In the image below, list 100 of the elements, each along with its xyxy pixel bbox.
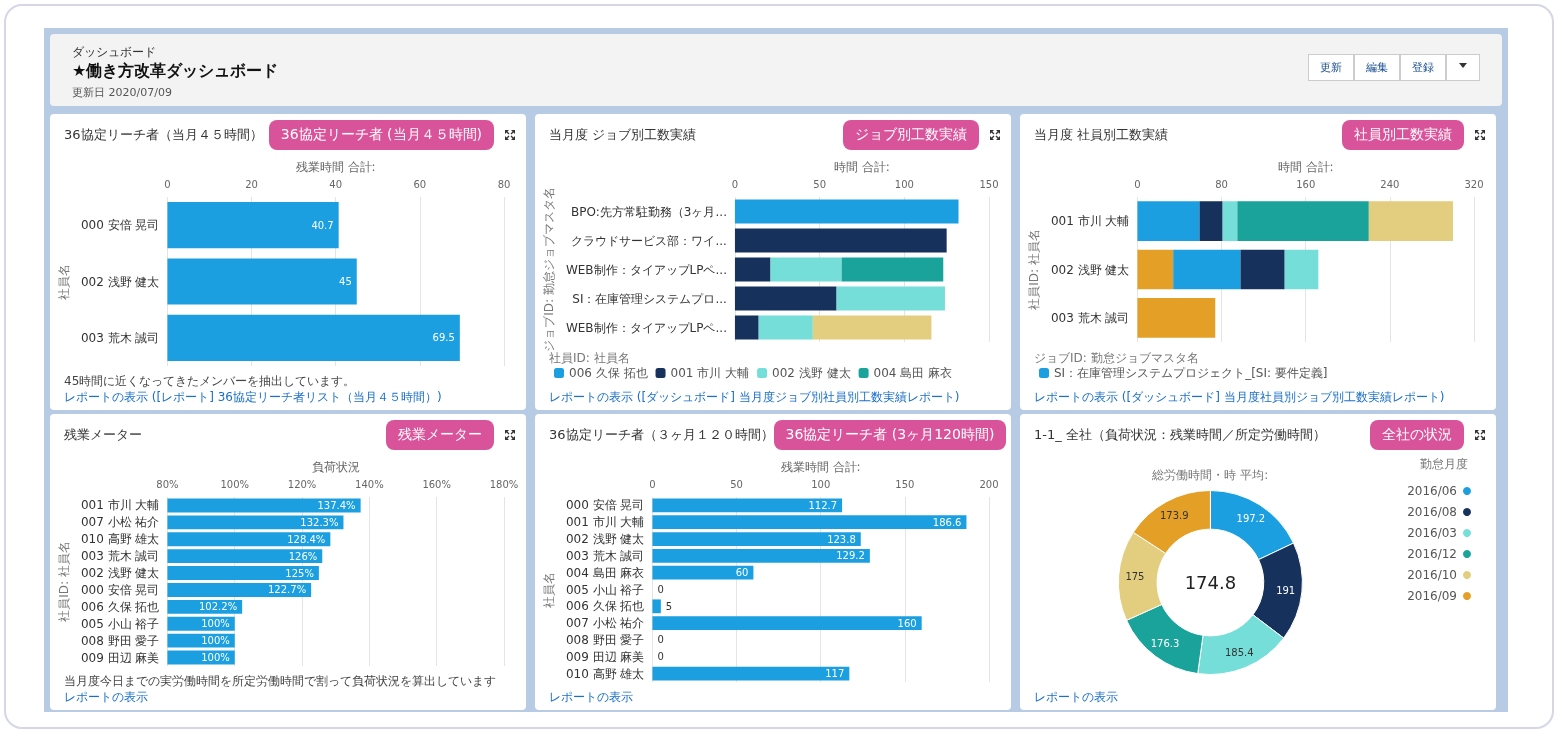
y-tick-label: SI：在庫管理システムプロ... xyxy=(572,291,727,306)
data-label: 0 xyxy=(657,584,664,595)
bar xyxy=(652,548,870,563)
y-tick-label: 001 市川 大輔 xyxy=(80,498,160,513)
data-label: 100% xyxy=(201,652,230,664)
y-tick-label: 010 高野 雄太 xyxy=(565,666,645,681)
bar xyxy=(652,532,861,546)
data-label: 128.4% xyxy=(287,533,326,545)
bar xyxy=(1199,201,1223,241)
x-tick-label: 20 xyxy=(245,178,258,190)
bar xyxy=(652,599,661,614)
text: 残業メーター xyxy=(386,420,494,450)
text: ダッシュボード xyxy=(72,44,156,61)
legend-label: 2016/08 xyxy=(1407,505,1457,519)
y-tick-label: 007 小松 祐介 xyxy=(80,515,160,530)
data-label: 126% xyxy=(288,550,318,562)
y-axis-title: 社員名 xyxy=(57,263,71,300)
bar xyxy=(734,199,959,224)
data-label: 112.7 xyxy=(808,499,838,511)
data-label: 125% xyxy=(285,567,314,579)
legend-label: 2016/06 xyxy=(1407,484,1457,498)
x-tick-label: 240 xyxy=(1380,178,1400,190)
data-label: 137.4% xyxy=(317,499,356,511)
data-label: 0 xyxy=(657,651,664,663)
bar xyxy=(652,515,967,530)
bar xyxy=(1137,298,1216,338)
data-label: 160 xyxy=(897,617,917,629)
data-label: 60 xyxy=(735,567,749,579)
data-label: 5 xyxy=(665,600,673,612)
bar xyxy=(1240,249,1285,290)
legend-label: 2016/10 xyxy=(1407,568,1457,582)
y-tick-label: 010 高野 雄太 xyxy=(80,532,160,547)
bar xyxy=(167,202,339,249)
y-tick-label: 000 安倍 晃司 xyxy=(80,218,160,233)
x-tick-label: 120% xyxy=(287,478,317,490)
data-label: 69.5 xyxy=(432,332,455,344)
x-tick-label: 80 xyxy=(497,178,511,190)
y-tick-label: 000 安倍 晃司 xyxy=(565,498,645,513)
legend-label: 2016/12 xyxy=(1407,547,1457,561)
legend-title: 勤怠月度 xyxy=(1420,457,1468,471)
y-axis-title: ジョブID: 勤怠ジョブマスタ名 xyxy=(542,187,556,352)
x-tick-label: 150 xyxy=(895,478,915,490)
legend-label: SI：在庫管理システムプロジェクト_[SI: 要件定義] xyxy=(1054,366,1328,380)
y-tick-label: 002 浅野 健太 xyxy=(80,566,160,581)
bar xyxy=(734,257,771,282)
text: 当月度 ジョブ別工数実績 xyxy=(549,126,697,144)
data-label: 186.6 xyxy=(932,516,962,528)
y-tick-label: 008 野田 愛子 xyxy=(565,632,645,647)
legend-label: 001 市川 大輔 xyxy=(670,366,750,380)
legend-label: 2016/09 xyxy=(1407,589,1457,603)
legend-label: 004 島田 麻衣 xyxy=(873,366,953,380)
text: ジョブ別工数実績 xyxy=(843,120,979,150)
chart-subtitle: 総労働時間・時 平均: xyxy=(1151,467,1269,482)
x-tick-label: 50 xyxy=(813,178,826,190)
legend-label: 002 浅野 健太 xyxy=(772,366,851,380)
x-tick-label: 100 xyxy=(894,178,914,190)
bar xyxy=(836,286,945,311)
bar xyxy=(770,257,842,282)
y-tick-label: 006 久保 拓也 xyxy=(565,599,645,614)
text: レポートの表示 ([ダッシュボード] 当月度ジョブ別社員別工数実績レポート) xyxy=(549,389,961,405)
chart-title: 1-1_ 全社（負荷状況：残業時間／所定労働時間） xyxy=(1034,426,1326,444)
text: 更新日 2020/07/09 xyxy=(72,85,172,100)
y-tick-label: 003 荒木 誠司 xyxy=(80,549,160,564)
data-label: 129.2 xyxy=(836,550,865,562)
bar xyxy=(167,314,460,361)
bar xyxy=(841,257,944,282)
x-tick-label: 200 xyxy=(979,478,999,490)
y-tick-label: 009 田辺 麻美 xyxy=(565,649,645,664)
text: レポートの表示 ([レポート] 36協定リーチ者リスト（当月４５時間）) xyxy=(64,389,443,405)
text: 36協定リーチ者 (3ヶ月120時間) xyxy=(773,420,1007,450)
bar xyxy=(1137,201,1200,241)
bar xyxy=(1237,201,1369,241)
data-label: 197.2 xyxy=(1236,513,1266,525)
x-tick-label: 0 xyxy=(1134,178,1141,190)
legend-label: 2016/03 xyxy=(1407,526,1457,540)
chart-title: 36協定リーチ者（当月４５時間） xyxy=(64,126,263,144)
y-tick-label: WEB制作：タイアップLPペ... xyxy=(565,262,727,277)
data-label: 185.4 xyxy=(1224,646,1254,658)
text: 更新 xyxy=(1308,54,1354,81)
bar xyxy=(652,616,922,631)
x-axis-title: 残業時間 合計: xyxy=(295,160,376,174)
x-axis-title: 残業時間 合計: xyxy=(780,460,861,474)
y-tick-label: 005 小山 裕子 xyxy=(80,616,160,631)
bar xyxy=(1368,201,1453,241)
x-tick-label: 50 xyxy=(730,478,743,490)
bar xyxy=(652,666,850,681)
x-tick-label: 160 xyxy=(1296,178,1316,190)
bar xyxy=(734,286,837,311)
text: 当月度今日までの実労働時間を所定労働時間で割って負荷状況を算出しています xyxy=(64,673,497,689)
data-label: 102.2% xyxy=(199,601,238,613)
x-tick-label: 100 xyxy=(811,478,831,490)
x-axis-title: 時間 合計: xyxy=(1277,160,1334,174)
text: レポートの表示 xyxy=(64,689,149,705)
bar xyxy=(652,565,754,580)
text: ★働き方改革ダッシュボード xyxy=(72,61,279,82)
bar xyxy=(1173,249,1241,290)
data-label: 122.7% xyxy=(268,584,307,596)
chart-title: 残業メーター xyxy=(64,426,142,444)
x-tick-label: 80 xyxy=(1215,178,1228,190)
y-axis-title: 社員名 xyxy=(542,571,556,608)
